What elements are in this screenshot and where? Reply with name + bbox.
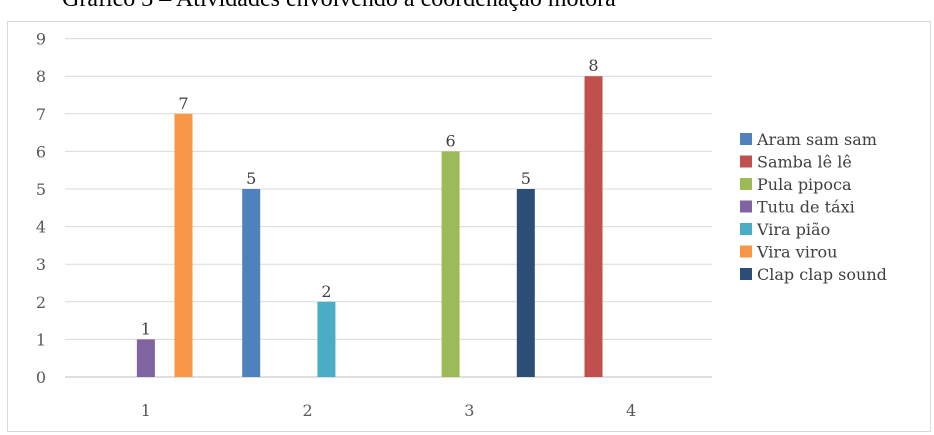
bar [174, 113, 193, 378]
y-tick-label: 2 [36, 293, 46, 312]
x-tick-label: 4 [626, 401, 636, 420]
chart-title: Gráfico 3 – Atividades envolvendo a coor… [62, 0, 616, 13]
data-label: 1 [141, 319, 151, 338]
y-tick-label: 1 [36, 330, 46, 349]
y-tick-label: 4 [36, 218, 46, 237]
data-label: 2 [321, 282, 331, 301]
bar [136, 339, 155, 377]
x-tick-label: 3 [464, 401, 474, 420]
legend-label: Tutu de táxi [757, 198, 855, 217]
y-tick-label: 7 [36, 105, 46, 124]
y-tick-label: 5 [36, 180, 46, 199]
legend-label: Vira virou [756, 243, 837, 262]
legend-label: Samba lê lê [757, 153, 852, 172]
legend-swatch [740, 268, 752, 280]
legend-swatch [740, 223, 752, 235]
bar [242, 189, 261, 377]
bar [584, 76, 603, 377]
data-label: 5 [246, 169, 256, 188]
legend-swatch [740, 155, 752, 168]
bar [441, 151, 460, 377]
legend-label: Pula pipoca [757, 175, 852, 194]
data-label: 8 [588, 56, 598, 75]
legend-swatch [740, 133, 752, 145]
legend-label: Clap clap sound [757, 265, 887, 284]
legend-swatch [740, 245, 752, 258]
x-tick-label: 1 [141, 401, 151, 420]
legend-label: Vira pião [756, 220, 830, 239]
data-label: 6 [445, 131, 455, 150]
y-tick-label: 0 [36, 368, 46, 387]
legend-swatch [740, 178, 752, 190]
data-label: 7 [178, 94, 188, 113]
y-tick-label: 3 [36, 255, 46, 274]
y-tick-label: 6 [36, 142, 46, 161]
bar [516, 189, 535, 377]
bar [317, 301, 336, 377]
legend-swatch [740, 200, 752, 213]
y-tick-label: 9 [36, 30, 46, 49]
x-tick-label: 2 [303, 401, 313, 420]
y-tick-label: 8 [36, 67, 46, 86]
legend-label: Aram sam sam [756, 130, 877, 149]
data-label: 5 [521, 169, 531, 188]
